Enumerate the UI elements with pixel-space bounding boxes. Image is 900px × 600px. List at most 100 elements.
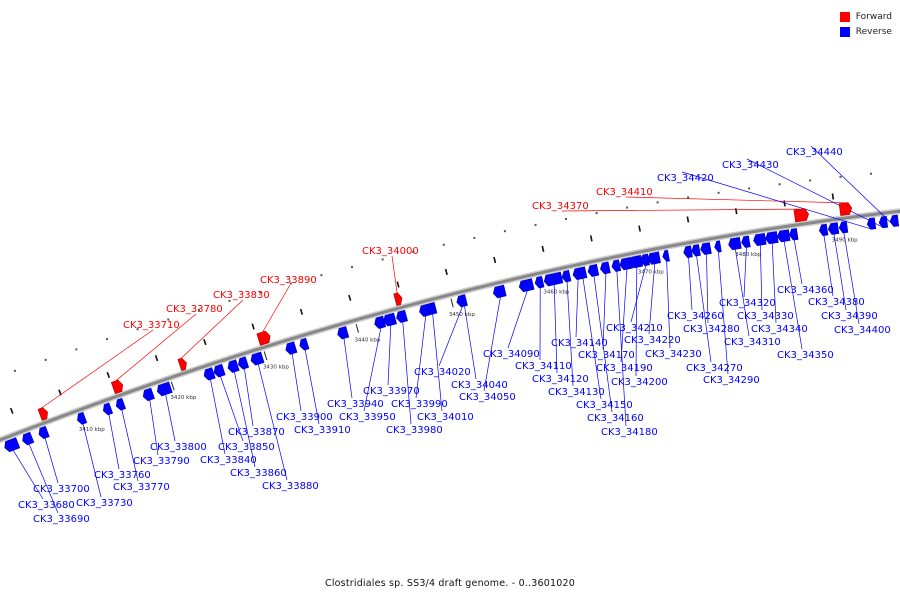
gene-arrow [789, 228, 799, 241]
gene-arrow [629, 255, 644, 269]
gene-leader-line [363, 328, 382, 412]
scale-tick-label: 3420 kbp [170, 395, 196, 401]
outer-ring-layer [9, 172, 872, 414]
gene-leader-line [262, 284, 291, 333]
gene-leader-line [833, 234, 847, 311]
gene-label: CK3_33830 [213, 290, 270, 301]
gene-label: CK3_34380 [808, 297, 865, 308]
scale-tick-label: 3470 kbp [638, 270, 664, 276]
outer-ring-dot [473, 236, 476, 239]
gene-leader-line [648, 263, 656, 335]
gene-label: CK3_34220 [624, 335, 681, 346]
gene-label: CK3_34190 [596, 363, 653, 374]
gene-arrow [741, 235, 751, 248]
outer-ring-dot [626, 206, 629, 209]
scale-tick-label: 3440 kbp [354, 338, 380, 344]
gene-leader-line [244, 368, 254, 427]
outer-ring-dot [534, 223, 537, 226]
gene-leader-line [688, 257, 693, 311]
outer-ring-dot [687, 196, 690, 199]
gene-leader-line [121, 409, 139, 482]
gene-leader-line [438, 306, 463, 367]
gene-label: CK3_34140 [551, 338, 608, 349]
gene-leader-line [387, 325, 392, 386]
outer-ring-dot [136, 328, 139, 331]
gene-leader-line [165, 394, 176, 442]
gene-leader-line [575, 279, 579, 338]
outer-ring-dot [259, 291, 262, 293]
mid-ring-tick [251, 323, 255, 330]
gene-label: CK3_33770 [113, 482, 170, 493]
backbone-layer [0, 208, 900, 444]
gene-leader-line [304, 349, 320, 425]
gene-leader-line [743, 247, 747, 298]
gene-label: CK3_34360 [777, 285, 834, 296]
gene-label: CK3_33850 [218, 442, 275, 453]
outer-ring-dot [289, 282, 292, 285]
gene-label: CK3_33950 [339, 412, 396, 423]
gene-leader-line [735, 249, 750, 337]
gene-leader-line [823, 235, 834, 297]
gene-label: CK3_34400 [834, 325, 891, 336]
gene-label: CK3_34180 [601, 427, 658, 438]
gene-leader-line [635, 267, 638, 377]
legend-forward: Forward [839, 9, 892, 24]
outer-ring-dot [381, 258, 384, 261]
gene-label: CK3_34230 [645, 349, 702, 360]
outer-ring-dot [228, 299, 231, 302]
outer-ring-dot [748, 187, 751, 190]
gene-arrow [299, 337, 310, 351]
gene-arrow [765, 231, 779, 245]
gene-leader-line [82, 423, 102, 498]
gene-arrow [285, 341, 298, 355]
gene-label: CK3_33890 [260, 275, 317, 286]
scale-tick-label: 3450 kbp [449, 312, 475, 318]
gene-arrow [728, 237, 742, 251]
gene-arrow [611, 259, 622, 272]
mid-ring-tick [831, 193, 835, 200]
gene-arrow [77, 411, 88, 425]
gene-label: CK3_34110 [515, 361, 572, 372]
gene-leader-line [210, 379, 226, 455]
gene-arrow [700, 242, 712, 255]
gene-arrow [600, 261, 611, 275]
gene-label: CK3_34200 [611, 377, 668, 388]
gene-label: CK3_33980 [386, 425, 443, 436]
gene-label: CK3_33760 [94, 470, 151, 481]
outer-ring-dot [839, 175, 842, 178]
gene-leader-line [759, 245, 763, 311]
gene-arrow [838, 202, 853, 216]
outer-ring-dot [75, 348, 78, 351]
gene-label: CK3_34050 [459, 392, 516, 403]
mid-ring-tick [203, 338, 207, 346]
gene-label: CK3_34090 [483, 349, 540, 360]
gene-label: CK3_34260 [667, 311, 724, 322]
gene-arrow [102, 402, 114, 416]
gene-label: CK3_34370 [532, 201, 589, 212]
gene-leader-line [706, 254, 709, 324]
gene-leader-line [616, 271, 627, 427]
outer-ring-dot [778, 183, 781, 186]
outer-ring-dot [320, 274, 323, 277]
gene-label: CK3_34020 [414, 367, 471, 378]
gene-leader-line [391, 255, 398, 294]
gene-label: CK3_34150 [576, 400, 633, 411]
gene-leader-line [561, 208, 801, 212]
gene-arrow [156, 381, 173, 397]
gene-label: CK3_33940 [327, 399, 384, 410]
forward-swatch [839, 11, 850, 22]
gene-label: CK3_34310 [724, 337, 781, 348]
gene-label: CK3_34280 [683, 324, 740, 335]
gene-leader-line [793, 239, 803, 285]
mid-ring-tick [9, 407, 14, 414]
gene-leader-line [771, 243, 777, 324]
gene-leader-line [28, 444, 59, 514]
gene-label: CK3_34410 [596, 187, 653, 198]
gene-leader-line [464, 305, 477, 380]
gene-leader-line [41, 329, 154, 409]
gene-arrow [337, 326, 350, 340]
outer-ring-dot [167, 318, 170, 321]
gene-label: CK3_34170 [578, 350, 635, 361]
gene-arrow [827, 222, 840, 235]
mid-ring-tick [734, 208, 738, 215]
